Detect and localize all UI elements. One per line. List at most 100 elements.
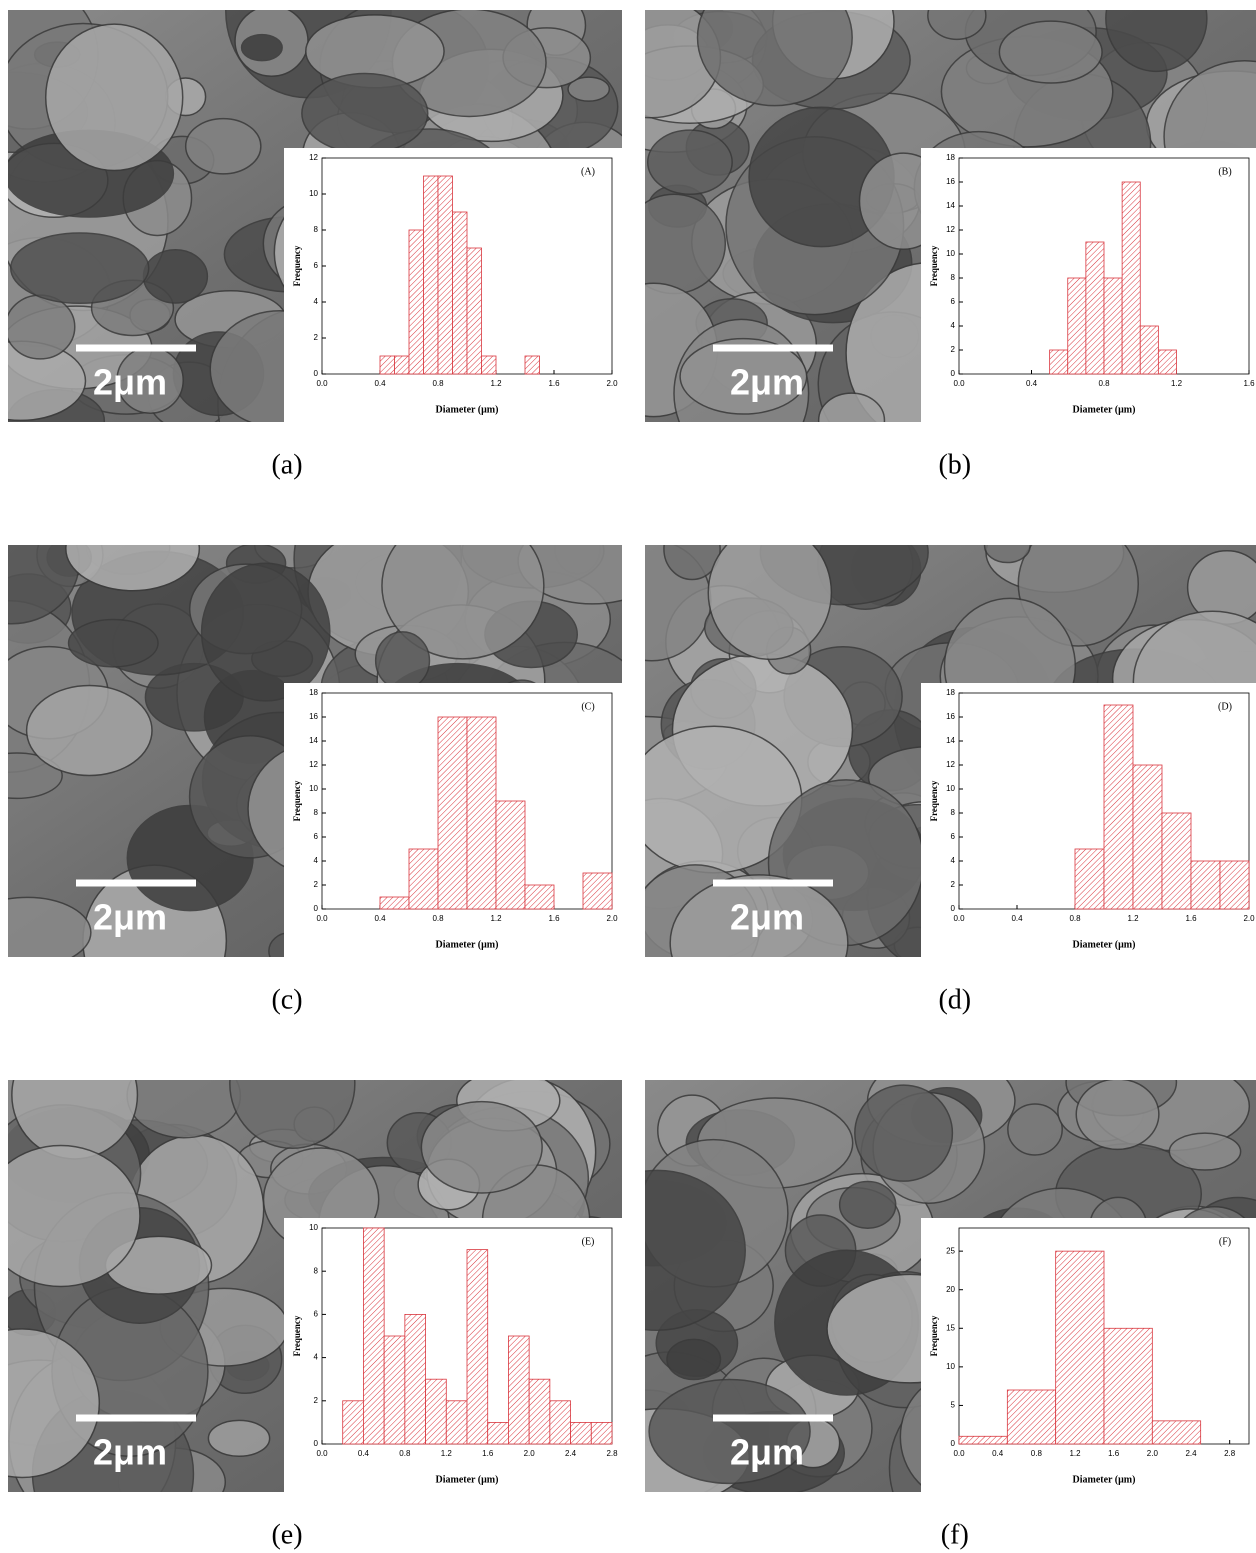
x-tick-label: 0.8 [432, 914, 444, 923]
y-axis-label: Frequency [292, 245, 302, 286]
grain [8, 1144, 141, 1288]
bar [1151, 1420, 1202, 1445]
bar [1055, 1250, 1105, 1445]
annotation: (F) [1219, 1236, 1231, 1247]
y-tick-label: 18 [946, 153, 955, 162]
x-tick-label: 1.2 [490, 914, 502, 923]
y-tick-label: 16 [946, 177, 955, 186]
grain [200, 562, 331, 702]
x-tick-label: 1.2 [1069, 1449, 1081, 1458]
x-tick-label: 2.8 [606, 1449, 618, 1458]
bar [524, 884, 555, 910]
y-tick-label: 12 [946, 225, 955, 234]
y-tick-label: 25 [946, 1246, 955, 1255]
grain [707, 545, 833, 661]
y-tick-label: 18 [946, 688, 955, 697]
panel-label: (d) [938, 984, 971, 1015]
x-tick-label: 1.6 [548, 379, 560, 388]
y-tick-label: 0 [951, 904, 956, 913]
bar [394, 355, 410, 375]
annotation: (D) [1218, 701, 1232, 712]
y-axis-label: Frequency [292, 780, 302, 821]
bar [466, 716, 497, 910]
bar [524, 355, 540, 375]
y-tick-label: 16 [309, 712, 318, 721]
bar [383, 1335, 406, 1445]
y-tick-label: 10 [946, 249, 955, 258]
panel-label: (b) [938, 449, 971, 480]
y-tick-label: 6 [314, 832, 319, 841]
annotation: (C) [581, 701, 594, 712]
annotation: (E) [582, 1236, 595, 1247]
y-tick-label: 18 [309, 688, 318, 697]
x-tick-label: 2.0 [524, 1449, 536, 1458]
bar [570, 1422, 592, 1445]
panel-label: (f) [941, 1519, 969, 1550]
x-axis-label: Diameter (μm) [436, 939, 499, 950]
grain [1007, 1103, 1063, 1156]
x-tick-label: 1.2 [1127, 914, 1139, 923]
bar [425, 1378, 447, 1445]
x-tick-label: 2.0 [606, 379, 618, 388]
grain [9, 232, 150, 305]
grain [420, 1100, 543, 1194]
x-tick-label: 0.8 [1069, 914, 1081, 923]
x-tick-label: 2.8 [1224, 1449, 1236, 1458]
bar [466, 1249, 489, 1445]
y-tick-label: 8 [314, 225, 319, 234]
x-tick-label: 0.0 [316, 1449, 328, 1458]
panel: 2μm (d) 0 2 4 6 8 10 12 14 16 18 0.0 0.4 0.8 1.2 1.6 2.0 D… [645, 545, 1256, 1015]
x-tick-label: 2.0 [606, 914, 618, 923]
y-tick-label: 8 [951, 273, 956, 282]
bar [1161, 812, 1192, 910]
x-axis-label: Diameter (μm) [1073, 939, 1136, 950]
y-axis-label: Frequency [929, 1315, 939, 1356]
bar [1219, 860, 1250, 910]
bar [487, 1422, 509, 1445]
bar [1103, 277, 1123, 375]
annotation: (B) [1218, 166, 1231, 177]
y-tick-label: 0 [314, 1439, 319, 1448]
y-tick-label: 12 [946, 760, 955, 769]
y-tick-label: 0 [951, 369, 956, 378]
y-tick-label: 4 [951, 856, 956, 865]
x-tick-label: 0.4 [992, 1449, 1004, 1458]
x-tick-label: 0.8 [1031, 1449, 1043, 1458]
y-tick-label: 4 [951, 321, 956, 330]
scale-bar-label: 2μm [730, 897, 804, 938]
y-tick-label: 10 [946, 784, 955, 793]
bar [404, 1314, 426, 1445]
x-tick-label: 0.0 [953, 379, 965, 388]
grain [645, 193, 727, 295]
bar [495, 800, 526, 910]
y-tick-label: 20 [946, 1285, 955, 1294]
x-tick-label: 0.0 [953, 1449, 965, 1458]
x-tick-label: 1.6 [1243, 379, 1255, 388]
panel: 2μm (c) 0 2 4 6 8 10 12 14 16 18 0.0 0.4 0.8 1.2 1.6 2.0 D… [8, 545, 626, 1015]
x-tick-label: 1.2 [1171, 379, 1183, 388]
grain [696, 10, 853, 107]
bar [437, 716, 468, 910]
grain [1168, 1132, 1242, 1171]
grain [567, 76, 611, 102]
y-tick-label: 6 [951, 832, 956, 841]
grain [645, 1169, 746, 1331]
y-tick-label: 14 [946, 736, 955, 745]
grain [44, 23, 184, 172]
bar [466, 247, 482, 375]
bar [1132, 764, 1163, 910]
x-tick-label: 1.2 [441, 1449, 453, 1458]
y-tick-label: 6 [314, 261, 319, 270]
y-axis-label: Frequency [929, 245, 939, 286]
x-tick-label: 0.8 [1098, 379, 1110, 388]
grain [983, 545, 1031, 564]
grain [666, 1338, 722, 1381]
grain [207, 1419, 271, 1458]
x-axis-label: Diameter (μm) [436, 1474, 499, 1485]
grain [8, 896, 92, 957]
panel: 2μm (a) 0 2 4 6 8 10 12 0.0 0.4 0.8 1.2 1.6 2.0 Diamete… [8, 10, 626, 480]
x-tick-label: 2.4 [1185, 1449, 1197, 1458]
annotation: (A) [581, 166, 595, 177]
grain [8, 1328, 101, 1479]
bar [582, 872, 613, 910]
